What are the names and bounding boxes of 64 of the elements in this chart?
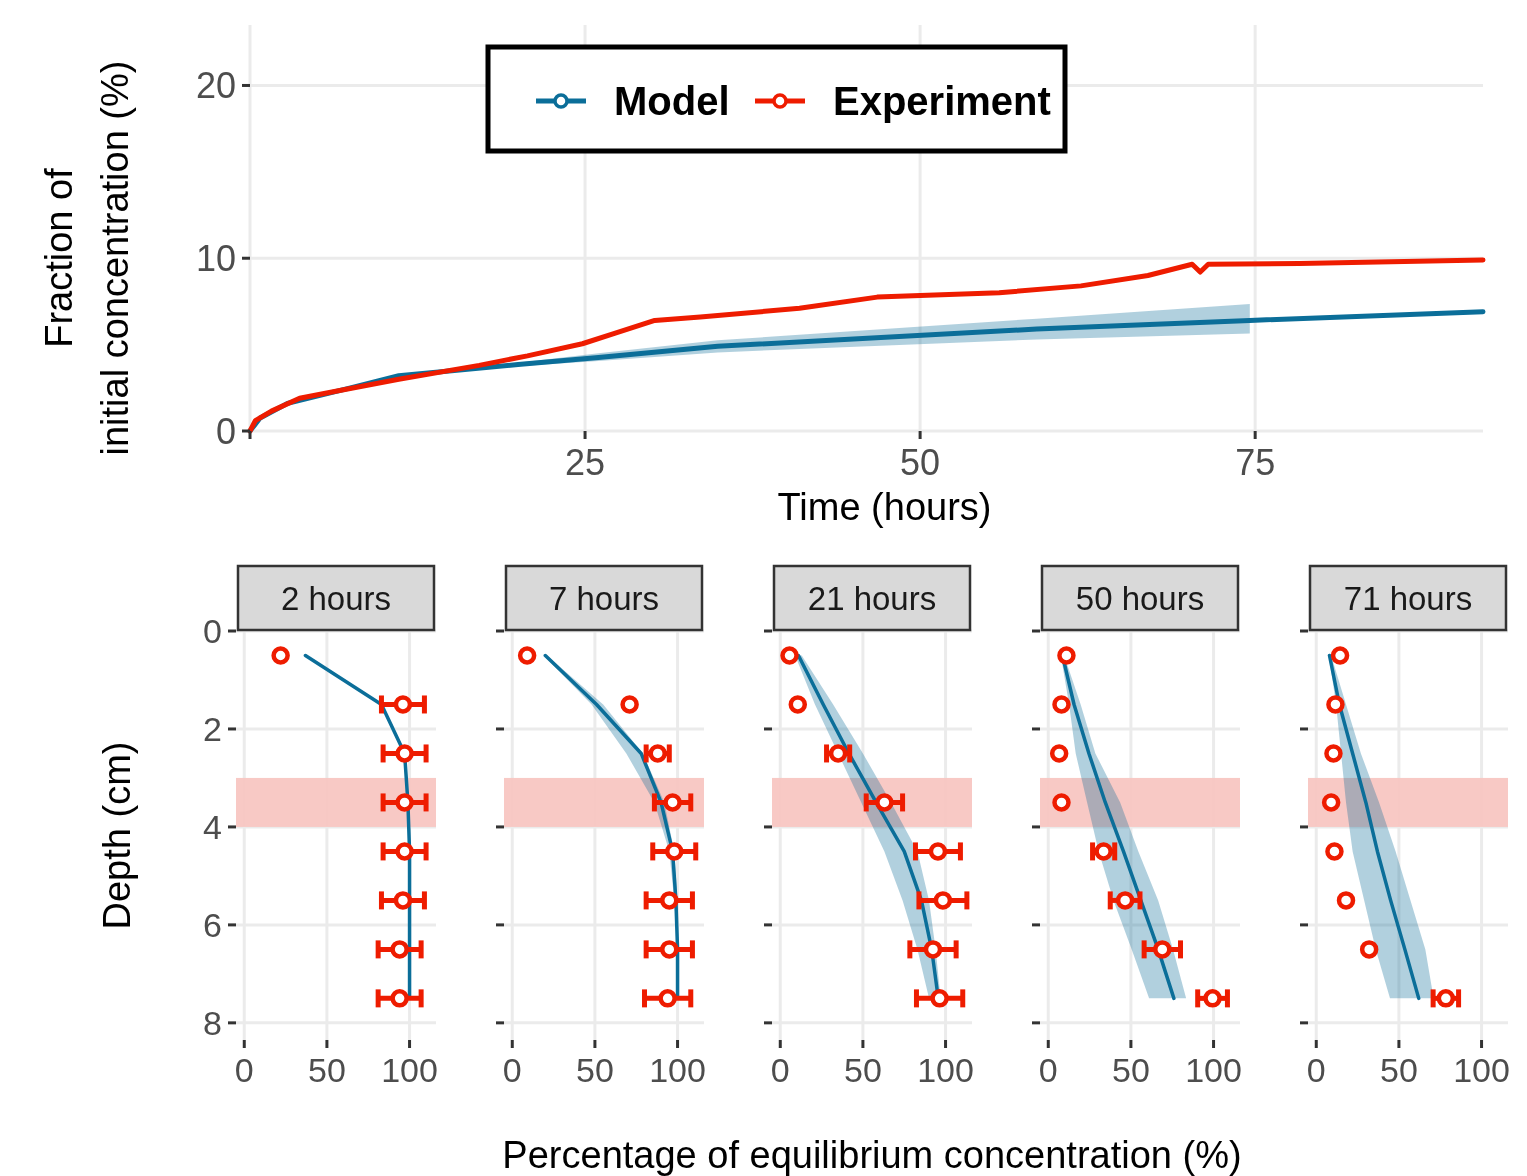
point (923, 940, 943, 959)
point (933, 891, 953, 910)
point (1057, 646, 1076, 665)
x-tick-label: 0 (770, 1051, 790, 1089)
point (660, 940, 679, 959)
x-axis-title: Time (hours) (777, 486, 992, 528)
y-axis-title: Fraction of initial concentration (%) (38, 60, 136, 456)
point (658, 989, 677, 1008)
point (780, 646, 799, 665)
x-tick-label: 0 (1038, 1051, 1058, 1089)
chart-title: 71 hours (1343, 580, 1473, 617)
point (1330, 646, 1350, 665)
x-tick-label: 0 (1306, 1051, 1326, 1089)
legend-label: Model (614, 79, 730, 123)
x-tick-label: 50 (1111, 1051, 1150, 1089)
chart-title: 7 hours (548, 580, 660, 617)
point (517, 646, 537, 665)
point (1321, 793, 1341, 812)
x-axis-title: Percentage of equilibrium concentration (%) (502, 1134, 1242, 1176)
point (1153, 940, 1172, 959)
x-tick-label: 100 (381, 1051, 438, 1089)
point (1324, 744, 1343, 763)
x-tick-label: 100 (649, 1051, 706, 1089)
point (660, 891, 679, 910)
point (1359, 940, 1379, 959)
point (1115, 891, 1135, 910)
point (663, 793, 682, 812)
chart-title: 21 hours (807, 580, 937, 617)
y-tick-label: 8 (203, 1003, 222, 1042)
y-tick-label: 4 (203, 807, 222, 846)
x-tick-label: 50 (844, 1051, 882, 1089)
x-tick-label: 50 (308, 1051, 346, 1089)
x-tick-label: 100 (917, 1051, 974, 1089)
y-tick-label: 10 (195, 237, 236, 279)
x-tick-label: 100 (1185, 1051, 1242, 1089)
point (1052, 793, 1071, 812)
point (665, 842, 684, 861)
point (1203, 989, 1222, 1008)
point (928, 842, 948, 861)
point (1052, 695, 1071, 714)
x-tick-label: 50 (1379, 1051, 1418, 1089)
chart-title: 2 hours (280, 580, 392, 617)
x-tick-label: 50 (576, 1051, 614, 1089)
chart-title: 50 hours (1075, 580, 1205, 617)
y-tick-label: 0 (215, 410, 236, 452)
point (875, 793, 894, 812)
point (1049, 744, 1069, 763)
x-tick-label: 0 (502, 1051, 522, 1089)
y-tick-label: 6 (203, 905, 222, 944)
x-tick-label: 25 (565, 442, 606, 483)
y-axis-title: Depth (cm) (96, 741, 138, 930)
y-tick-label: 0 (203, 611, 222, 650)
point (788, 695, 808, 714)
legend-label: Experiment (833, 79, 1051, 123)
point (1325, 842, 1344, 861)
x-tick-label: 50 (900, 442, 941, 483)
x-tick-label: 100 (1453, 1051, 1510, 1089)
y-tick-label: 20 (195, 65, 236, 107)
point (620, 695, 639, 714)
point (930, 989, 949, 1008)
point (1336, 891, 1356, 910)
y-tick-label: 2 (203, 709, 222, 748)
x-tick-label: 75 (1235, 442, 1276, 483)
point (1326, 695, 1345, 714)
